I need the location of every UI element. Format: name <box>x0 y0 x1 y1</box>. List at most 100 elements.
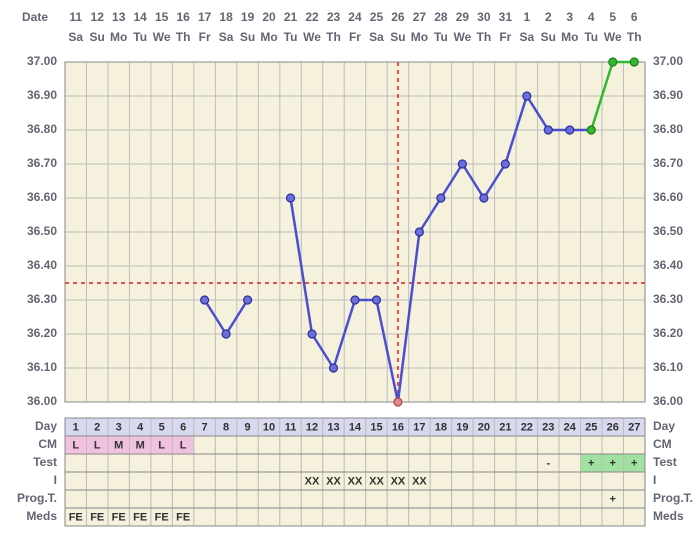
temp-point <box>566 126 574 134</box>
row-label-meds: Meds <box>26 509 57 523</box>
cm-cell <box>280 436 301 454</box>
test-cell <box>344 454 365 472</box>
ytick-right: 36.60 <box>653 190 683 204</box>
header-date: 24 <box>348 10 362 24</box>
header-weekday: Mo <box>561 30 578 44</box>
progt-cell <box>151 490 172 508</box>
temp-point <box>351 296 359 304</box>
i-cell <box>65 472 86 490</box>
cm-value: L <box>180 439 187 451</box>
day-value: 15 <box>370 421 382 433</box>
row-label-progt: Prog.T. <box>17 491 57 505</box>
ytick-left: 36.70 <box>27 156 57 170</box>
ytick-right: 36.70 <box>653 156 683 170</box>
test-cell <box>151 454 172 472</box>
ytick-left: 36.60 <box>27 190 57 204</box>
ytick-right: 36.90 <box>653 88 683 102</box>
cm-cell <box>409 436 430 454</box>
i-cell <box>452 472 473 490</box>
progt-cell <box>258 490 279 508</box>
meds-cell <box>387 508 408 526</box>
i-value: XX <box>305 475 320 487</box>
meds-cell <box>194 508 215 526</box>
header-weekday: Sa <box>219 30 234 44</box>
test-cell <box>172 454 193 472</box>
progt-cell <box>344 490 365 508</box>
header-date: 27 <box>413 10 427 24</box>
progt-cell <box>452 490 473 508</box>
progt-cell <box>65 490 86 508</box>
i-cell <box>215 472 236 490</box>
meds-cell <box>323 508 344 526</box>
header-date: 12 <box>91 10 105 24</box>
header-date: 14 <box>134 10 148 24</box>
cm-value: L <box>94 439 101 451</box>
progt-cell <box>559 490 580 508</box>
progt-cell <box>409 490 430 508</box>
test-cell <box>237 454 258 472</box>
i-value: XX <box>412 475 427 487</box>
header-weekday: Mo <box>110 30 127 44</box>
meds-cell <box>452 508 473 526</box>
ytick-left: 36.90 <box>27 88 57 102</box>
progt-cell <box>323 490 344 508</box>
progt-cell <box>194 490 215 508</box>
header-weekday: Fr <box>499 30 511 44</box>
test-cell <box>258 454 279 472</box>
i-cell <box>495 472 516 490</box>
temp-point <box>501 160 509 168</box>
meds-value: FE <box>133 511 147 523</box>
temp-point <box>437 194 445 202</box>
header-date: 3 <box>566 10 573 24</box>
day-value: 14 <box>349 421 362 433</box>
header-date: 30 <box>477 10 491 24</box>
header-date: 22 <box>305 10 319 24</box>
header-weekday: Su <box>390 30 405 44</box>
test-cell <box>194 454 215 472</box>
i-cell <box>172 472 193 490</box>
header-weekday: Tu <box>584 30 598 44</box>
i-value: XX <box>369 475 384 487</box>
test-cell <box>86 454 107 472</box>
header-date: 23 <box>327 10 341 24</box>
progt-cell <box>172 490 193 508</box>
meds-cell <box>280 508 301 526</box>
cm-cell <box>258 436 279 454</box>
cm-value: L <box>158 439 165 451</box>
meds-cell <box>516 508 537 526</box>
cm-cell <box>581 436 602 454</box>
test-cell <box>108 454 129 472</box>
meds-cell <box>344 508 365 526</box>
meds-cell <box>602 508 623 526</box>
cm-value: L <box>72 439 79 451</box>
temp-point <box>458 160 466 168</box>
cm-cell <box>301 436 322 454</box>
i-cell <box>473 472 494 490</box>
temp-point <box>544 126 552 134</box>
header-date: 5 <box>609 10 616 24</box>
progt-cell <box>215 490 236 508</box>
i-cell <box>108 472 129 490</box>
day-value: 4 <box>137 421 144 433</box>
progt-cell <box>366 490 387 508</box>
i-cell <box>86 472 107 490</box>
header-weekday: Mo <box>411 30 428 44</box>
meds-cell <box>409 508 430 526</box>
cm-cell <box>344 436 365 454</box>
row-label-day-r: Day <box>653 419 675 433</box>
temp-point <box>415 228 423 236</box>
ytick-left: 36.20 <box>27 326 57 340</box>
meds-cell <box>623 508 644 526</box>
row-label-i-r: I <box>653 473 656 487</box>
row-label-cm: CM <box>38 437 57 451</box>
header-weekday: Tu <box>133 30 147 44</box>
header-weekday: Su <box>541 30 556 44</box>
row-label-day: Day <box>35 419 57 433</box>
header-date: 20 <box>262 10 276 24</box>
label-date: Date <box>22 10 48 24</box>
cm-cell <box>559 436 580 454</box>
i-cell <box>151 472 172 490</box>
day-value: 12 <box>306 421 318 433</box>
header-date: 28 <box>434 10 448 24</box>
progt-cell <box>237 490 258 508</box>
